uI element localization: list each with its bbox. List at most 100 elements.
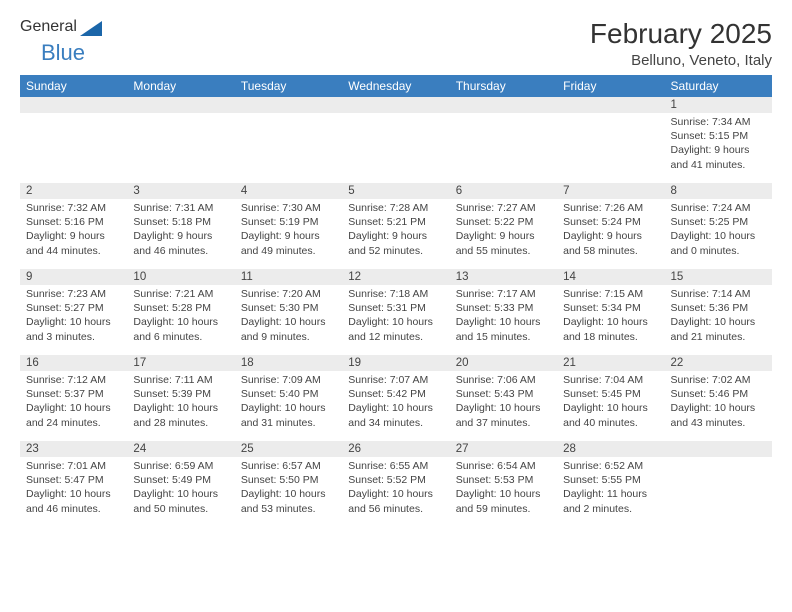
calendar-empty-cell <box>557 97 664 183</box>
calendar-day-cell: 19Sunrise: 7:07 AMSunset: 5:42 PMDayligh… <box>342 355 449 441</box>
sunset-text: Sunset: 5:37 PM <box>26 387 121 401</box>
daylight-text: Daylight: 10 hours and 0 minutes. <box>671 229 766 257</box>
calendar-day-cell: 20Sunrise: 7:06 AMSunset: 5:43 PMDayligh… <box>450 355 557 441</box>
calendar-week-row: 23Sunrise: 7:01 AMSunset: 5:47 PMDayligh… <box>20 441 772 527</box>
sunrise-text: Sunrise: 7:18 AM <box>348 287 443 301</box>
day-data: Sunrise: 7:14 AMSunset: 5:36 PMDaylight:… <box>665 285 772 348</box>
calendar-body: 1Sunrise: 7:34 AMSunset: 5:15 PMDaylight… <box>20 97 772 527</box>
sunrise-text: Sunrise: 7:15 AM <box>563 287 658 301</box>
logo-triangle-icon <box>80 21 102 37</box>
sunset-text: Sunset: 5:16 PM <box>26 215 121 229</box>
day-number: 22 <box>665 355 772 371</box>
day-number: 17 <box>127 355 234 371</box>
calendar-day-cell: 2Sunrise: 7:32 AMSunset: 5:16 PMDaylight… <box>20 183 127 269</box>
location-text: Belluno, Veneto, Italy <box>590 52 772 69</box>
sunset-text: Sunset: 5:39 PM <box>133 387 228 401</box>
day-data: Sunrise: 7:26 AMSunset: 5:24 PMDaylight:… <box>557 199 664 262</box>
daylight-text: Daylight: 9 hours and 55 minutes. <box>456 229 551 257</box>
day-number: 27 <box>450 441 557 457</box>
daylight-text: Daylight: 9 hours and 52 minutes. <box>348 229 443 257</box>
calendar-day-cell: 23Sunrise: 7:01 AMSunset: 5:47 PMDayligh… <box>20 441 127 527</box>
calendar-empty-cell <box>665 441 772 527</box>
calendar-empty-cell <box>342 97 449 183</box>
calendar-day-cell: 3Sunrise: 7:31 AMSunset: 5:18 PMDaylight… <box>127 183 234 269</box>
calendar-table: SundayMondayTuesdayWednesdayThursdayFrid… <box>20 75 772 527</box>
day-number: 10 <box>127 269 234 285</box>
day-data: Sunrise: 7:11 AMSunset: 5:39 PMDaylight:… <box>127 371 234 434</box>
day-number: 18 <box>235 355 342 371</box>
daylight-text: Daylight: 10 hours and 56 minutes. <box>348 487 443 515</box>
day-number: 9 <box>20 269 127 285</box>
day-number: 1 <box>665 97 772 113</box>
sunset-text: Sunset: 5:42 PM <box>348 387 443 401</box>
daylight-text: Daylight: 10 hours and 18 minutes. <box>563 315 658 343</box>
weekday-header: Saturday <box>665 75 772 97</box>
sunrise-text: Sunrise: 7:06 AM <box>456 373 551 387</box>
day-data: Sunrise: 7:02 AMSunset: 5:46 PMDaylight:… <box>665 371 772 434</box>
sunset-text: Sunset: 5:50 PM <box>241 473 336 487</box>
calendar-day-cell: 16Sunrise: 7:12 AMSunset: 5:37 PMDayligh… <box>20 355 127 441</box>
day-data: Sunrise: 7:01 AMSunset: 5:47 PMDaylight:… <box>20 457 127 520</box>
calendar-empty-cell <box>127 97 234 183</box>
day-number <box>450 97 557 113</box>
daylight-text: Daylight: 10 hours and 50 minutes. <box>133 487 228 515</box>
sunrise-text: Sunrise: 7:32 AM <box>26 201 121 215</box>
sunrise-text: Sunrise: 6:59 AM <box>133 459 228 473</box>
calendar-day-cell: 25Sunrise: 6:57 AMSunset: 5:50 PMDayligh… <box>235 441 342 527</box>
daylight-text: Daylight: 10 hours and 31 minutes. <box>241 401 336 429</box>
day-number: 4 <box>235 183 342 199</box>
sunrise-text: Sunrise: 7:02 AM <box>671 373 766 387</box>
calendar-day-cell: 1Sunrise: 7:34 AMSunset: 5:15 PMDaylight… <box>665 97 772 183</box>
logo-text-blue: Blue <box>41 40 85 66</box>
sunrise-text: Sunrise: 6:57 AM <box>241 459 336 473</box>
day-number <box>235 97 342 113</box>
day-number: 21 <box>557 355 664 371</box>
daylight-text: Daylight: 9 hours and 41 minutes. <box>671 143 766 171</box>
daylight-text: Daylight: 10 hours and 3 minutes. <box>26 315 121 343</box>
day-number: 6 <box>450 183 557 199</box>
sunset-text: Sunset: 5:49 PM <box>133 473 228 487</box>
sunset-text: Sunset: 5:47 PM <box>26 473 121 487</box>
sunrise-text: Sunrise: 7:17 AM <box>456 287 551 301</box>
daylight-text: Daylight: 10 hours and 34 minutes. <box>348 401 443 429</box>
weekday-header: Tuesday <box>235 75 342 97</box>
weekday-header-row: SundayMondayTuesdayWednesdayThursdayFrid… <box>20 75 772 97</box>
calendar-empty-cell <box>20 97 127 183</box>
day-number: 8 <box>665 183 772 199</box>
daylight-text: Daylight: 10 hours and 28 minutes. <box>133 401 228 429</box>
day-data: Sunrise: 7:32 AMSunset: 5:16 PMDaylight:… <box>20 199 127 262</box>
sunrise-text: Sunrise: 7:11 AM <box>133 373 228 387</box>
weekday-header: Monday <box>127 75 234 97</box>
sunset-text: Sunset: 5:19 PM <box>241 215 336 229</box>
day-data: Sunrise: 6:52 AMSunset: 5:55 PMDaylight:… <box>557 457 664 520</box>
weekday-header: Wednesday <box>342 75 449 97</box>
sunrise-text: Sunrise: 7:34 AM <box>671 115 766 129</box>
day-data: Sunrise: 6:55 AMSunset: 5:52 PMDaylight:… <box>342 457 449 520</box>
sunrise-text: Sunrise: 7:01 AM <box>26 459 121 473</box>
calendar-day-cell: 15Sunrise: 7:14 AMSunset: 5:36 PMDayligh… <box>665 269 772 355</box>
day-data: Sunrise: 7:31 AMSunset: 5:18 PMDaylight:… <box>127 199 234 262</box>
calendar-day-cell: 6Sunrise: 7:27 AMSunset: 5:22 PMDaylight… <box>450 183 557 269</box>
sunset-text: Sunset: 5:24 PM <box>563 215 658 229</box>
calendar-empty-cell <box>235 97 342 183</box>
day-data: Sunrise: 7:27 AMSunset: 5:22 PMDaylight:… <box>450 199 557 262</box>
logo-text-general: General <box>20 18 77 36</box>
day-number: 3 <box>127 183 234 199</box>
day-data: Sunrise: 6:59 AMSunset: 5:49 PMDaylight:… <box>127 457 234 520</box>
sunrise-text: Sunrise: 7:26 AM <box>563 201 658 215</box>
sunrise-text: Sunrise: 7:30 AM <box>241 201 336 215</box>
day-data: Sunrise: 7:12 AMSunset: 5:37 PMDaylight:… <box>20 371 127 434</box>
day-number: 14 <box>557 269 664 285</box>
day-number: 12 <box>342 269 449 285</box>
calendar-week-row: 9Sunrise: 7:23 AMSunset: 5:27 PMDaylight… <box>20 269 772 355</box>
day-data: Sunrise: 7:30 AMSunset: 5:19 PMDaylight:… <box>235 199 342 262</box>
day-data: Sunrise: 7:06 AMSunset: 5:43 PMDaylight:… <box>450 371 557 434</box>
daylight-text: Daylight: 10 hours and 43 minutes. <box>671 401 766 429</box>
calendar-day-cell: 8Sunrise: 7:24 AMSunset: 5:25 PMDaylight… <box>665 183 772 269</box>
sunrise-text: Sunrise: 7:23 AM <box>26 287 121 301</box>
day-number: 2 <box>20 183 127 199</box>
calendar-week-row: 2Sunrise: 7:32 AMSunset: 5:16 PMDaylight… <box>20 183 772 269</box>
calendar-day-cell: 10Sunrise: 7:21 AMSunset: 5:28 PMDayligh… <box>127 269 234 355</box>
sunset-text: Sunset: 5:28 PM <box>133 301 228 315</box>
day-data: Sunrise: 7:17 AMSunset: 5:33 PMDaylight:… <box>450 285 557 348</box>
